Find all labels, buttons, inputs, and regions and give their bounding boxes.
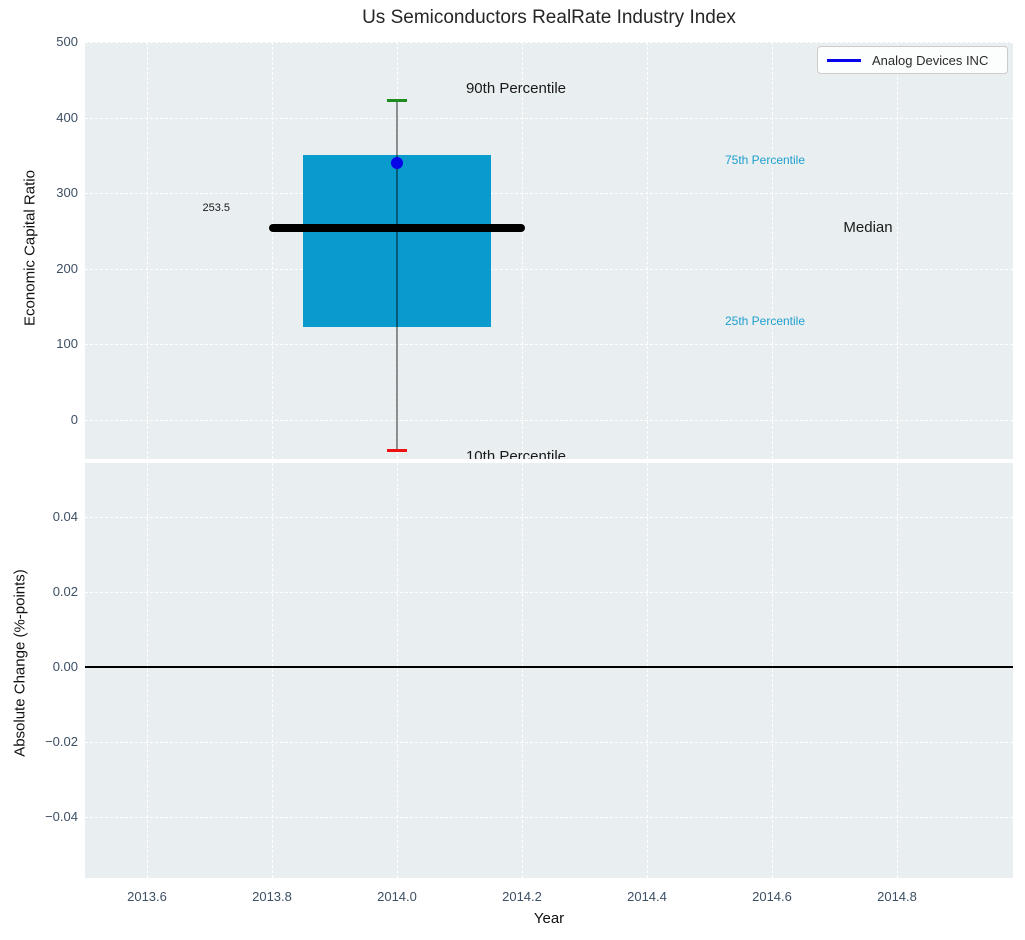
x-tick-label: 2014.8 — [877, 889, 917, 904]
gridline-horizontal — [85, 117, 1013, 119]
company-point — [391, 156, 403, 169]
y-tick-label-bottom: 0.04 — [52, 508, 78, 524]
whisker-line — [396, 100, 398, 451]
gridline-vertical — [647, 463, 648, 878]
gridline-horizontal — [85, 516, 1013, 518]
legend-label: Analog Devices INC — [872, 52, 989, 68]
gridline-vertical — [397, 463, 398, 878]
gridline-vertical — [522, 463, 523, 878]
y-tick-label-top: 200 — [56, 260, 78, 276]
p90-cap — [387, 98, 407, 102]
box-iqr — [303, 155, 491, 327]
legend-line-sample — [827, 58, 861, 62]
capital-ratio-plot: 90th Percentile 75th Percentile Median 25th… — [85, 42, 1013, 459]
gridline-horizontal — [85, 268, 1013, 270]
y-tick-label-top: 0 — [70, 412, 78, 427]
gridline-horizontal — [85, 193, 1013, 195]
y-tick-label-top: 300 — [56, 185, 78, 201]
gridline-horizontal — [85, 344, 1013, 346]
gridline-horizontal — [85, 741, 1013, 743]
absolute-change-plot — [85, 463, 1013, 878]
y-tick-label-bottom: 0.00 — [52, 658, 78, 674]
median-line — [269, 224, 525, 233]
annotation-median: Median — [843, 219, 893, 237]
y-tick-label-bottom: −0.02 — [45, 733, 78, 749]
y-tick-label-top: 100 — [56, 336, 78, 352]
gridline-vertical — [272, 463, 273, 878]
p10-cap — [387, 448, 407, 452]
gridline-vertical — [272, 42, 273, 459]
y-tick-label-bottom: −0.04 — [45, 808, 78, 824]
x-tick-label: 2014.2 — [502, 889, 542, 904]
gridline-vertical — [147, 42, 148, 459]
gridline-vertical — [522, 42, 523, 459]
gridline-vertical — [647, 42, 648, 459]
gridline-horizontal — [85, 816, 1013, 818]
x-tick-label: 2014.6 — [752, 889, 792, 904]
gridline-horizontal — [85, 420, 1013, 421]
y-tick-label-top: 500 — [56, 34, 78, 49]
gridline-horizontal — [85, 42, 1013, 43]
annotation-90th-percentile: 90th Percentile — [465, 80, 567, 98]
gridline-vertical — [897, 42, 898, 459]
x-tick-label: 2014.4 — [627, 889, 667, 904]
y-tick-label-bottom: 0.02 — [52, 583, 78, 599]
x-tick-label: 2014.0 — [377, 889, 417, 904]
zero-line — [85, 665, 1013, 668]
annotation-25th-percentile: 25th Percentile — [724, 314, 806, 328]
y-tick-label-top: 400 — [56, 109, 78, 125]
gridline-vertical — [772, 42, 773, 459]
gridline-vertical — [897, 463, 898, 878]
legend: Analog Devices INC — [817, 46, 1008, 74]
gridline-horizontal — [85, 591, 1013, 593]
median-value-label: 253.5 — [202, 202, 230, 215]
chart-title: Us Semiconductors RealRate Industry Inde… — [362, 7, 736, 28]
x-tick-label: 2013.8 — [252, 889, 292, 904]
annotation-75th-percentile: 75th Percentile — [724, 153, 806, 168]
x-tick-label: 2013.6 — [127, 889, 167, 904]
gridline-vertical — [772, 463, 773, 878]
annotation-10th-percentile: 10th Percentile — [465, 448, 567, 459]
x-axis-label: Year — [533, 910, 565, 927]
gridline-vertical — [147, 463, 148, 878]
